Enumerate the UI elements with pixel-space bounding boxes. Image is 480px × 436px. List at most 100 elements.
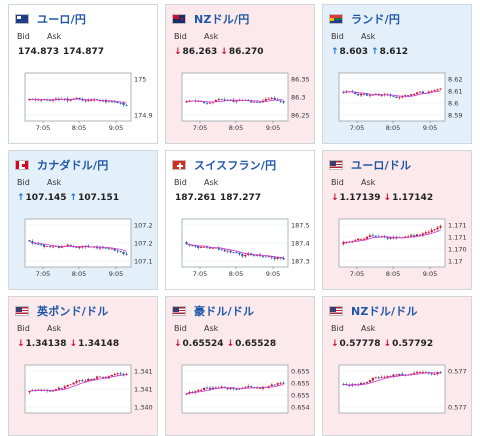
candle-body [354,240,357,242]
ca-flag-icon [15,160,29,170]
candle-body [69,384,72,386]
candle-body [60,246,63,248]
candle-body [104,376,108,379]
card-header[interactable]: 英ポンド/ドル [15,303,108,319]
candle-body [357,93,360,96]
card-header[interactable]: 豪ドル/ドル [172,303,254,319]
candle-body [223,99,226,101]
price-chart[interactable]: 187.5 187.4 187.3 7:05 8:05 9:05 [172,211,310,283]
price-chart[interactable]: 86.35 86.3 86.25 7:05 8:05 9:05 [172,65,310,137]
rate-card[interactable]: ランド/円 Bid Ask ↑8.603 ↑8.612 8.62 8.61 8.6 8.59 7:… [322,4,472,144]
price-chart[interactable]: 0.5778 0.5776 [329,357,467,429]
candle-body [220,99,223,100]
candle-body [407,95,410,97]
ask-value: 187.277 [220,193,261,203]
candle-body [273,384,276,386]
candle-body [28,391,31,393]
candle-body [264,256,267,258]
candle-body [410,94,413,96]
card-header[interactable]: カナダドル/円 [15,157,108,173]
candle-body [253,255,256,257]
y-tick-label: 175 [134,76,146,84]
candle-body [392,374,395,377]
bid-ask-labels: Bid Ask [17,32,77,41]
candle-body [46,246,49,247]
pair-name[interactable]: 豪ドル/ドル [194,305,255,318]
bid-arrow-icon: ↓ [331,339,339,349]
candle-body [208,387,212,390]
price-chart[interactable]: 175 174.9 7:05 8:05 9:05 [15,65,153,137]
card-header[interactable]: ユーロ/円 [15,11,86,27]
rate-card[interactable]: カナダドル/円BidAsk↑107.145↑107.151107.25107.2… [8,150,158,290]
candle-body [98,247,102,249]
pair-name[interactable]: ユーロ/ドル [351,159,412,172]
bid-label: Bid [331,178,344,187]
ask-arrow-icon: ↓ [383,339,392,349]
candle-body [264,99,267,101]
price-chart[interactable]: 8.62 8.61 8.6 8.59 7:05 8:05 9:05 [329,65,467,137]
candle-body [63,386,66,389]
candle-body [282,101,285,103]
price-chart[interactable]: 0.6554 0.6552 0.655 0.6548 [172,357,310,429]
candle-body [241,254,244,257]
rate-card[interactable]: ユーロ/円 Bid Ask 174.873 174.877 175 174.9 7:05 8:0… [8,4,158,144]
candle-body [119,373,122,375]
rate-card[interactable]: ユーロ/ドルBidAsk↓1.17139↓1.171421.17151.1711… [322,150,472,290]
y-tick-label: 8.6 [448,100,458,108]
candle-body [54,98,58,100]
candle-body [110,374,113,377]
candle-body [439,226,442,228]
rate-card[interactable]: NZドル/ドルBidAsk↓0.57778↓0.577920.57780.577… [322,296,472,436]
card-header[interactable]: NZドル/円 [172,11,249,27]
pair-name[interactable]: NZドル/円 [194,13,250,26]
candle-body [439,372,442,374]
candle-body [401,373,404,376]
candle-body [371,94,374,96]
y-tick-label: 187.3 [291,258,310,266]
candle-body [433,90,436,92]
card-header[interactable]: ランド/円 [329,11,400,27]
candle-body [270,97,273,99]
moving-average-line [343,90,441,97]
pair-name[interactable]: カナダドル/円 [37,159,109,172]
candle-body [229,387,232,390]
price-chart[interactable]: 107.25 107.2 107.15 7:05 8:05 9:05 [15,211,153,283]
card-header[interactable]: NZドル/ドル [329,303,418,319]
x-tick-label: 9:05 [109,124,124,132]
ask-value: 1.17142 [392,193,434,203]
pair-name[interactable]: スイスフラン/円 [194,159,277,172]
candle-body [427,91,430,93]
candle-body [191,245,194,247]
plot-area [338,72,446,122]
candle-body [197,246,200,248]
candle-body [258,101,262,103]
candle-body [34,99,37,101]
card-header[interactable]: ユーロ/ドル [329,157,411,173]
plot-area [181,364,289,414]
ask-arrow-icon: ↓ [69,339,78,349]
pair-name[interactable]: ユーロ/円 [37,13,87,26]
bid-label: Bid [174,324,187,333]
rate-card[interactable]: スイスフラン/円 Bid Ask 187.261 187.277 187.5 187.4 18… [165,150,315,290]
x-tick-label: 7:05 [36,270,51,278]
bid-ask-values: ↑8.603 ↑8.612 [331,47,411,57]
pair-name[interactable]: NZドル/ドル [351,305,418,318]
rate-card[interactable]: 英ポンド/ドルBidAsk↓1.34138↓1.341481.34151.341… [8,296,158,436]
rate-card[interactable]: NZドル/円 Bid Ask ↓86.263 ↓86.270 86.35 86.3 86.25… [165,4,315,144]
pair-name[interactable]: 英ポンド/ドル [37,305,109,318]
candle-body [214,387,217,389]
bid-ask-values: ↓1.34138 ↓1.34148 [17,339,122,349]
bid-ask-labels: Bid Ask [331,178,391,187]
candle-body [398,373,401,376]
candle-body [101,376,105,378]
price-chart[interactable]: 1.1715 1.171 1.1705 1.17 7:05 8:05 9:05 [329,211,467,283]
candle-body [101,100,105,102]
pair-name[interactable]: ランド/円 [351,13,401,26]
price-chart[interactable]: 1.3415 1.341 1.3405 [15,357,153,429]
card-header[interactable]: スイスフラン/円 [172,157,276,173]
rate-card[interactable]: 豪ドル/ドルBidAsk↓0.65524↓0.655280.65540.6552… [165,296,315,436]
candle-body [43,244,46,247]
candle-body [267,98,270,100]
candle-body [418,372,422,373]
candle-body [433,229,436,231]
